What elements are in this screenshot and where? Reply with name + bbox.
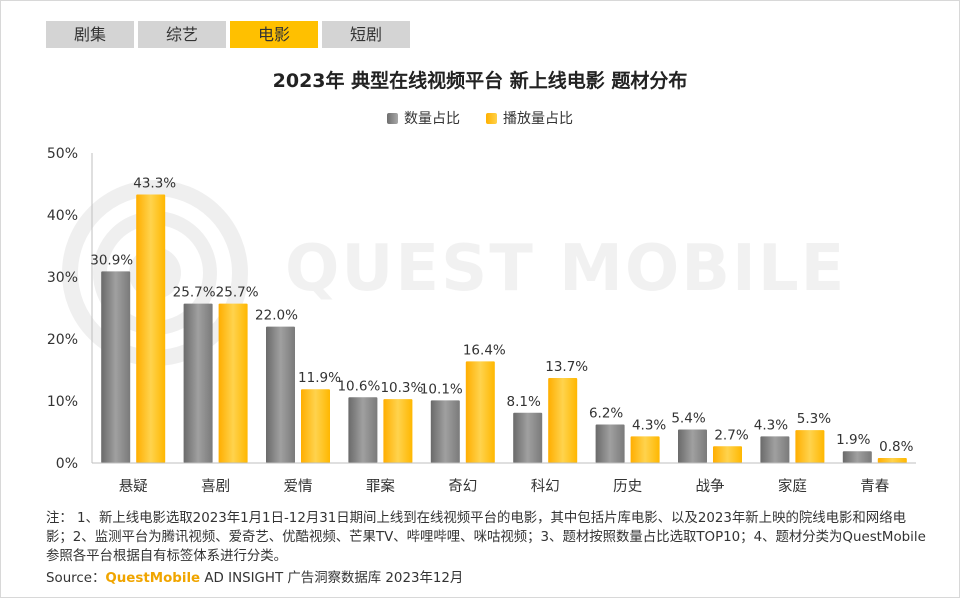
legend-swatch-play — [486, 112, 497, 124]
tab-short-drama[interactable]: 短剧 — [322, 21, 410, 48]
data-label-count: 1.9% — [836, 432, 870, 448]
tab-movie[interactable]: 电影 — [230, 21, 318, 48]
bar-play — [548, 378, 578, 463]
bar-play — [383, 399, 413, 463]
bar-play — [877, 458, 907, 463]
bar-play — [218, 303, 248, 463]
data-label-count: 10.1% — [420, 381, 463, 397]
bar-play — [465, 361, 495, 463]
legend-label-count: 数量占比 — [404, 111, 460, 127]
bar-count — [842, 451, 872, 463]
chart-title: 2023年 典型在线视频平台 新上线电影 题材分布 — [272, 70, 688, 92]
data-label-count: 22.0% — [255, 308, 298, 324]
bar-count — [595, 424, 625, 463]
data-label-play: 5.3% — [797, 411, 831, 427]
data-label-count: 25.7% — [173, 285, 216, 301]
tab-series[interactable]: 剧集 — [46, 21, 134, 48]
x-tick-label: 爱情 — [284, 478, 313, 495]
bar-count — [101, 271, 131, 463]
data-label-play: 10.3% — [380, 380, 423, 396]
x-tick-label: 青春 — [860, 478, 889, 495]
y-tick-label: 40% — [47, 208, 78, 224]
data-label-count: 8.1% — [507, 394, 541, 410]
data-label-play: 43.3% — [133, 176, 176, 192]
x-tick-label: 历史 — [613, 478, 642, 495]
source-brand: QuestMobile — [105, 571, 201, 586]
bar-count — [266, 326, 295, 463]
bar-count — [348, 397, 378, 463]
data-label-count: 5.4% — [671, 411, 705, 427]
bar-count — [430, 400, 460, 463]
data-label-play: 13.7% — [545, 359, 588, 375]
category-tabs: 剧集 综艺 电影 短剧 — [46, 21, 410, 48]
footnotes: 注： 1、新上线电影选取2023年1月1日-12月31日期间上线到在线视频平台的… — [46, 511, 926, 564]
data-label-count: 6.2% — [589, 406, 623, 422]
bar-play — [630, 436, 660, 463]
source-prefix: Source： — [46, 571, 106, 586]
legend-swatch-count — [387, 112, 398, 124]
data-label-play: 25.7% — [216, 285, 259, 301]
bar-chart: 0% 10% 20% 30% 40% 50% 30.9% 43.3% 25.7% 25.7% 22… — [47, 146, 916, 495]
y-tick-label: 20% — [47, 332, 78, 348]
data-label-play: 11.9% — [298, 370, 341, 386]
chart-legend: 数量占比 播放量占比 — [0, 108, 960, 128]
source-line: Source：QuestMobile AD INSIGHT 广告洞察数据库 20… — [46, 566, 463, 586]
data-label-play: 2.7% — [714, 427, 748, 443]
x-tick-label: 家庭 — [778, 478, 807, 495]
y-tick-label: 0% — [56, 456, 78, 472]
bar-play — [136, 194, 166, 464]
y-tick-label: 30% — [47, 270, 78, 286]
data-label-play: 0.8% — [879, 439, 913, 455]
bar-play — [713, 446, 742, 463]
bar-play — [301, 389, 330, 463]
bar-count — [183, 303, 213, 463]
bar-play — [795, 430, 825, 463]
bar-count — [678, 429, 707, 463]
source-rest: AD INSIGHT 广告洞察数据库 2023年12月 — [200, 571, 464, 586]
tab-variety[interactable]: 综艺 — [138, 21, 226, 48]
x-tick-label: 科幻 — [531, 478, 560, 495]
y-tick-label: 10% — [47, 394, 78, 410]
x-tick-label: 奇幻 — [448, 478, 477, 495]
x-tick-label: 罪案 — [366, 477, 395, 495]
data-label-count: 4.3% — [754, 417, 788, 433]
x-tick-label: 悬疑 — [119, 478, 148, 495]
data-label-play: 16.4% — [463, 342, 506, 358]
bar-count — [760, 436, 790, 463]
x-tick-label: 喜剧 — [201, 478, 230, 495]
legend-label-play: 播放量占比 — [503, 111, 573, 127]
bar-count — [513, 412, 543, 463]
y-tick-label: 50% — [47, 146, 78, 162]
legend-item-play: 播放量占比 — [486, 108, 573, 128]
data-label-play: 4.3% — [632, 417, 666, 433]
data-label-count: 30.9% — [90, 252, 133, 268]
x-tick-label: 战争 — [696, 477, 725, 495]
legend-item-count: 数量占比 — [387, 108, 460, 128]
data-label-count: 10.6% — [337, 378, 380, 394]
